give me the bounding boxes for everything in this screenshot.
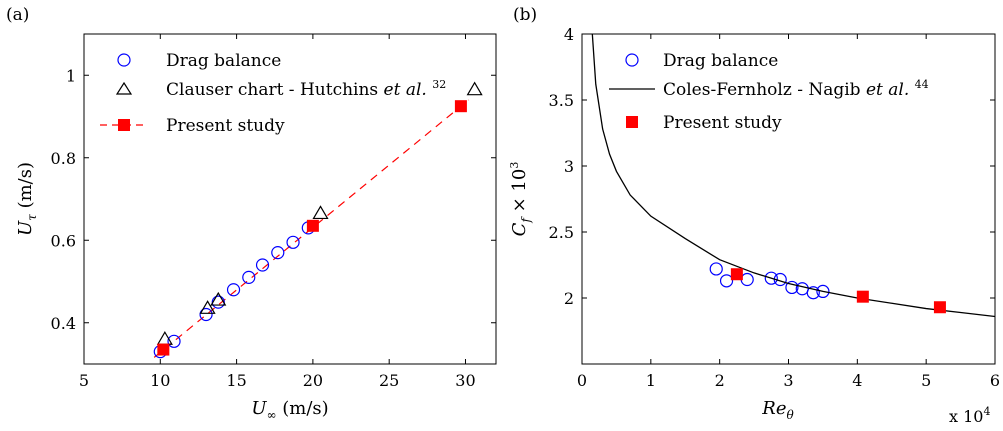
drag-balance-point <box>226 283 241 297</box>
drag-balance-point <box>199 307 213 322</box>
x-tick-label: 3 <box>783 371 793 390</box>
panel-a-legend: Drag balance Clauser chart - Hutchins et… <box>100 51 446 136</box>
x-tick-label: 25 <box>379 371 399 390</box>
present-study-point <box>157 343 170 356</box>
drag-balance-point <box>286 235 300 249</box>
drag-balance-point <box>806 286 820 300</box>
x-tick-label: 10 <box>150 371 170 390</box>
x-tick-label: 30 <box>455 371 475 390</box>
x-tick-label: 5 <box>921 371 931 390</box>
drag-balance-point <box>816 284 830 298</box>
legend-b-drag-balance-marker <box>625 53 639 67</box>
y-tick-label: 3.5 <box>549 91 574 110</box>
legend-clauser-label: Clauser chart - Hutchins et al. 32 <box>166 78 446 100</box>
legend-clauser-marker <box>115 81 133 95</box>
clauser-chart-point <box>199 300 216 314</box>
panel-a-ylabel: Uτ (m/s) <box>15 162 39 236</box>
y-tick-label: 4 <box>564 25 574 44</box>
drag-balance-point <box>740 272 754 287</box>
panel-b: (b) 0 1 2 3 4 5 622.533.54 Reθ x 104 Cf × 103 … <box>508 5 1000 426</box>
drag-balance-point <box>271 246 285 260</box>
y-tick-label: 0.6 <box>51 231 76 250</box>
x-tick-label: 6 <box>990 371 1000 390</box>
present-study-point <box>856 290 869 303</box>
x-tick-label: 20 <box>303 371 323 390</box>
legend-drag-balance-label: Drag balance <box>166 51 281 71</box>
y-tick-label: 0.8 <box>51 149 76 168</box>
coles-fernholz-curve <box>591 33 996 318</box>
clauser-chart-point <box>210 291 227 306</box>
legend-b-present-study-label: Present study <box>663 113 782 133</box>
clauser-chart-point <box>466 81 483 96</box>
drag-balance-point <box>211 295 225 309</box>
drag-balance-point <box>719 274 734 288</box>
x-tick-label: 15 <box>226 371 246 390</box>
panel-a-label: (a) <box>6 5 29 25</box>
panel-a-xlabel: U∞ (m/s) <box>251 398 328 422</box>
x-tick-label: 5 <box>79 371 89 390</box>
panel-b-ticks: 0 1 2 3 4 5 6 2 2.5 3 3.5 4 <box>549 25 1001 390</box>
legend-present-study-marker <box>118 119 130 131</box>
legend-present-study-label: Present study <box>166 116 285 136</box>
clauser-chart-point <box>312 205 329 220</box>
x-tick-label: 2 <box>715 371 725 390</box>
y-tick-label: 3 <box>564 157 574 176</box>
legend-drag-balance-marker <box>117 53 131 67</box>
y-tick-label: 1 <box>66 66 76 85</box>
panel-b-ylabel: Cf × 103 <box>508 162 533 237</box>
present-study-point <box>933 301 946 314</box>
panel-a-ticks: 5 10 15 20 25 30 0.4 0.6 0.8 1 <box>51 34 496 390</box>
panel-a-data <box>153 81 483 359</box>
drag-balance-point <box>167 334 181 348</box>
drag-balance-point <box>242 270 256 284</box>
legend-b-coles-label: Coles-Fernholz - Nagib et al. 44 <box>663 78 929 100</box>
x-tick-label: 4 <box>852 371 862 390</box>
y-tick-label: 2 <box>564 289 574 308</box>
panel-b-label: (b) <box>513 5 537 25</box>
y-tick-label: 2.5 <box>549 223 574 242</box>
panel-a: (a) 5 10 15 20 25 30 0.4 0.6 0.8 1 U∞ (m/s) Uτ (m… <box>6 5 497 422</box>
legend-b-present-study-marker <box>626 116 638 128</box>
panel-b-xlabel: Reθ <box>761 398 794 422</box>
panel-b-x-multiplier: x 104 <box>949 405 990 426</box>
panel-b-data <box>591 33 996 318</box>
panel-b-legend: Drag balance Coles-Fernholz - Nagib et a… <box>609 51 929 133</box>
x-tick-label: 1 <box>646 371 656 390</box>
y-tick-label: 0.4 <box>51 314 76 333</box>
drag-balance-point <box>785 280 799 295</box>
drag-balance-point <box>764 271 778 285</box>
drag-balance-point <box>709 262 723 276</box>
clauser-chart-point <box>156 331 173 345</box>
legend-b-drag-balance-label: Drag balance <box>663 51 778 71</box>
drag-balance-point <box>255 258 270 272</box>
x-tick-label: 0 <box>577 371 587 390</box>
present-study-point <box>306 219 319 232</box>
panel-a-plot-frame <box>83 33 497 365</box>
present-study-point <box>730 268 743 281</box>
present-study-point <box>454 100 467 113</box>
